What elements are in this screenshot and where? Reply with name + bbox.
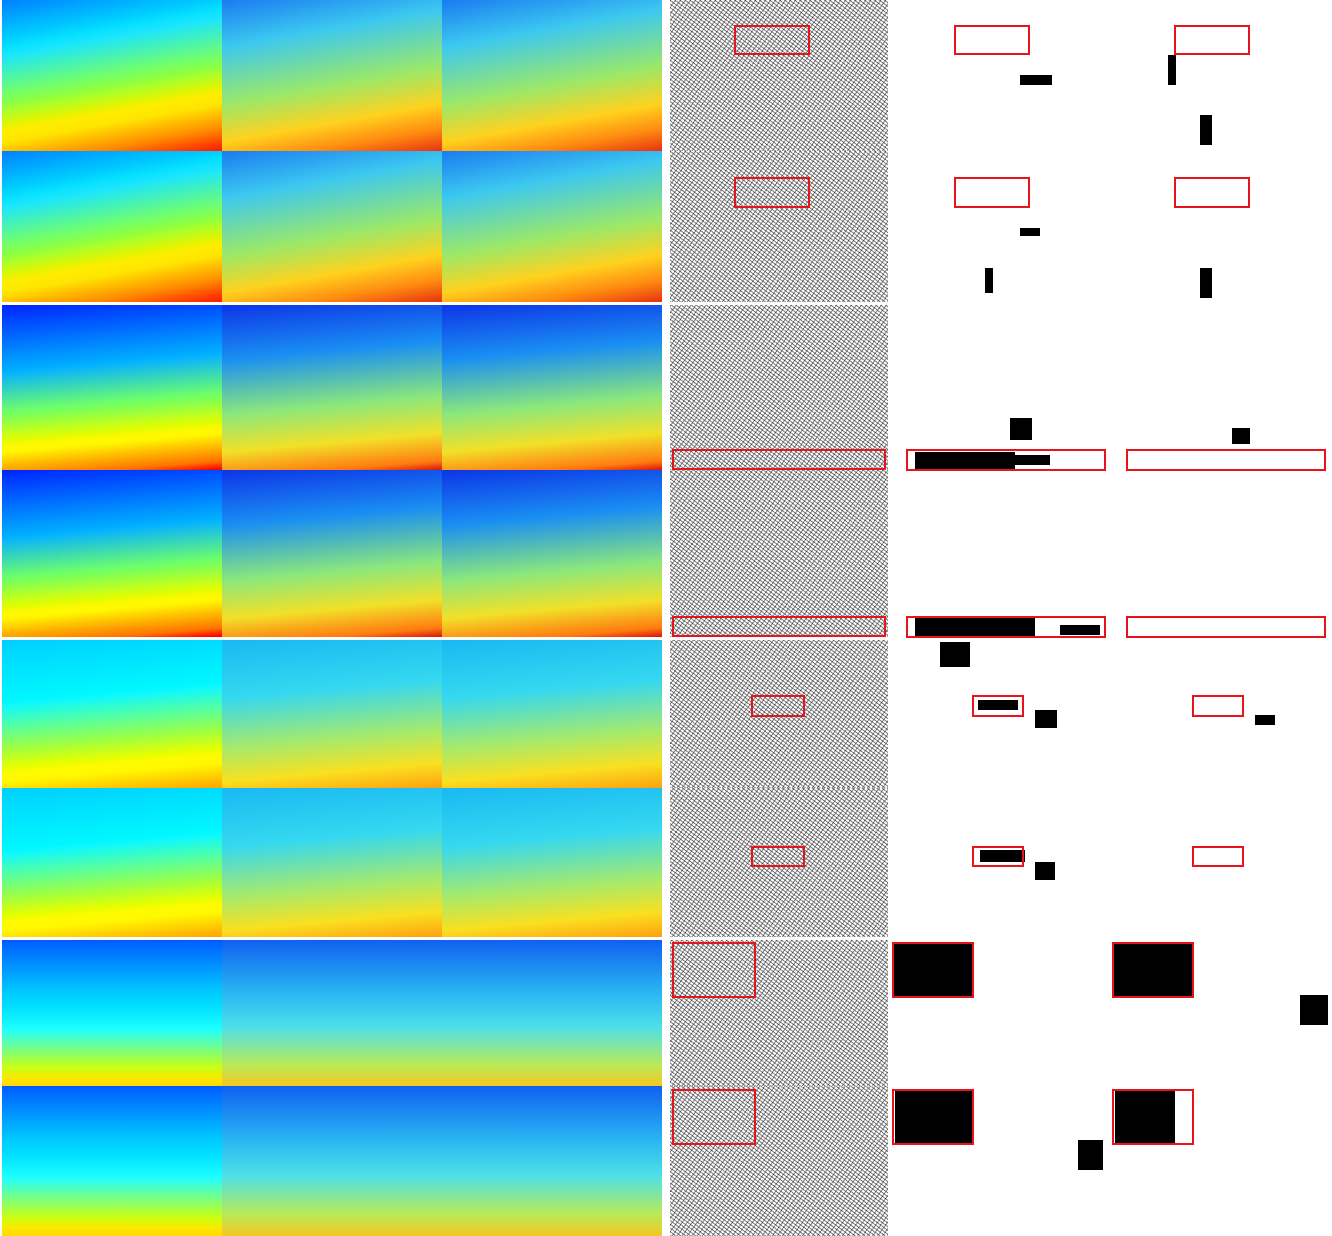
highlight-box [751,695,805,717]
error-region [940,642,970,667]
disparity-map [222,151,442,302]
error-region [1010,418,1032,440]
error-map [1110,470,1328,637]
highlight-box [892,942,974,998]
error-region [1035,862,1055,880]
disparity-map [442,640,662,788]
error-map [890,151,1108,302]
error-region [985,268,993,293]
disparity-map [222,0,442,151]
highlight-box [672,1089,756,1145]
highlight-box [1126,616,1326,638]
highlight-box [906,616,1106,638]
highlight-box [734,177,810,208]
error-map [1110,305,1328,470]
error-region [1300,995,1328,1025]
error-map [670,470,888,637]
disparity-map [2,1086,222,1236]
error-map [670,305,888,470]
error-region [1020,75,1052,85]
disparity-map [2,305,222,470]
disparity-map [442,788,662,937]
error-map [670,0,888,151]
disparity-map [2,788,222,937]
disparity-map [442,151,662,302]
highlight-box [672,449,886,470]
highlight-box [1174,25,1250,55]
figure-grid [0,0,1332,1236]
disparity-map [2,0,222,151]
error-region [1200,268,1212,298]
error-region [1200,115,1212,145]
disparity-map [442,305,662,470]
disparity-map [2,470,222,637]
highlight-box [1192,846,1244,867]
disparity-map [222,940,442,1086]
disparity-map [442,940,662,1086]
disparity-map [2,940,222,1086]
highlight-box [1112,1089,1194,1145]
highlight-box [892,1089,974,1145]
highlight-box [751,846,805,867]
disparity-map [222,640,442,788]
error-map [1110,0,1328,151]
error-map [890,470,1108,637]
disparity-map [2,640,222,788]
disparity-map [222,788,442,937]
error-map [890,0,1108,151]
error-map [890,305,1108,470]
highlight-box [954,25,1030,55]
error-region [1078,1140,1103,1170]
error-map [1110,151,1328,302]
error-region [1232,428,1250,444]
disparity-map [222,470,442,637]
highlight-box [1174,177,1250,208]
error-region [1168,55,1176,85]
disparity-map [442,1086,662,1236]
highlight-box [1192,695,1244,717]
highlight-box [1112,942,1194,998]
disparity-map [222,1086,442,1236]
highlight-box [954,177,1030,208]
error-region [1255,715,1275,725]
disparity-map [442,470,662,637]
highlight-box [906,449,1106,471]
highlight-box [972,695,1024,717]
error-region [1020,228,1040,236]
error-region [1035,710,1057,728]
disparity-map [222,305,442,470]
highlight-box [972,846,1024,867]
disparity-map [442,0,662,151]
highlight-box [734,25,810,55]
error-map [670,151,888,302]
highlight-box [672,942,756,998]
disparity-map [2,151,222,302]
highlight-box [672,616,886,637]
highlight-box [1126,449,1326,471]
